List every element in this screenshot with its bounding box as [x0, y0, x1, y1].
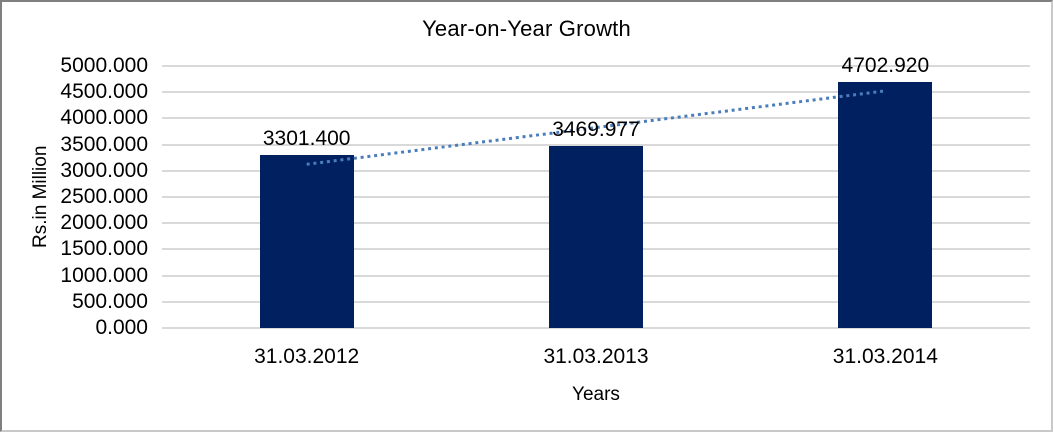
gridline	[162, 91, 1030, 94]
y-tick-label: 3500.000	[60, 132, 148, 156]
gridline	[162, 117, 1030, 120]
y-tick-label: 500.000	[72, 289, 148, 313]
trendline	[306, 89, 886, 166]
y-tick-label: 2000.000	[60, 211, 148, 235]
y-tick-label: 3000.000	[60, 158, 148, 182]
plot-area	[162, 65, 1030, 329]
trendline-svg	[306, 89, 886, 166]
bar-31.03.2013	[549, 146, 643, 328]
x-tick-label: 31.03.2012	[254, 345, 360, 368]
y-tick-label: 4500.000	[60, 80, 148, 104]
bar-value-label: 3469.977	[552, 118, 640, 142]
chart-title: Year-on-Year Growth	[422, 16, 631, 41]
y-tick-label: 1500.000	[60, 237, 148, 261]
bar-value-label: 3301.400	[262, 127, 351, 150]
y-tick-label: 1000.000	[60, 263, 148, 287]
x-tick-label: 31.03.2013	[543, 345, 649, 368]
y-tick-label: 5000.000	[60, 54, 148, 77]
y-tick-label: 4000.000	[60, 106, 148, 130]
x-axis-title: Years	[572, 384, 620, 405]
bar-value-label: 4702.920	[841, 53, 930, 77]
x-tick-label: 31.03.2014	[832, 345, 938, 368]
bar-31.03.2014	[838, 81, 933, 328]
y-tick-label: 2500.000	[60, 185, 148, 208]
gridline	[162, 65, 1030, 67]
gridline	[162, 143, 1030, 146]
gridline	[162, 327, 1030, 329]
y-tick-label: 0.000	[95, 316, 148, 339]
bar-31.03.2012	[259, 155, 354, 328]
